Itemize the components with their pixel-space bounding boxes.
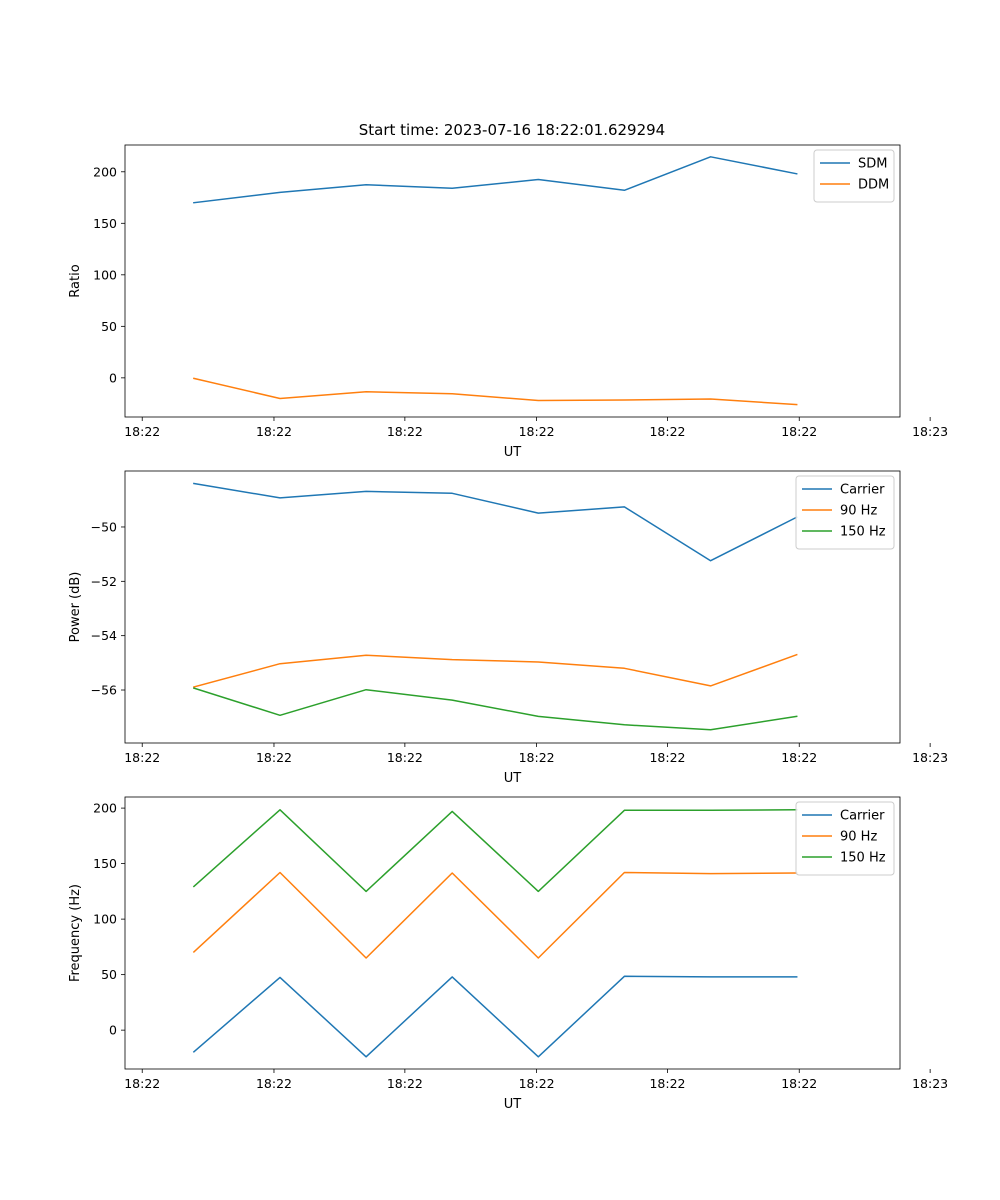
series-line-90-hz [192,653,798,688]
x-tick-label: 18:22 [519,750,555,765]
series-line-150-hz [192,809,798,893]
legend-label: 150 Hz [840,525,886,540]
y-tick-label: 0 [109,370,117,385]
y-tick-label: 0 [109,1023,117,1038]
x-tick-label: 18:22 [649,750,685,765]
series-line-sdm [193,156,798,204]
x-tick-label: 18:22 [519,424,555,439]
x-tick-label: 18:22 [781,750,817,765]
x-tick-label: 18:22 [387,750,423,765]
series-line-carrier [193,482,798,562]
y-tick-label: 200 [93,801,117,816]
x-axis-label: UT [504,445,522,460]
x-tick-label: 18:23 [912,750,948,765]
legend-label: 90 Hz [840,504,877,519]
y-tick-label: −52 [91,574,117,589]
x-tick-label: 18:22 [387,424,423,439]
y-tick-label: 200 [93,164,117,179]
y-axis-label: Frequency (Hz) [68,884,83,982]
x-axis-label: UT [504,1097,522,1112]
y-tick-label: −50 [91,519,117,534]
subplot-3: 18:22 18:22 18:22 18:22 18:22 18:22 18:23 0 50 10… [68,796,948,1112]
x-tick-label: 18:22 [649,424,685,439]
x-tick-label: 18:22 [256,750,292,765]
x-tick-label: 18:23 [912,1076,948,1091]
series-line-90-hz [192,871,798,959]
x-tick-label: 18:22 [256,424,292,439]
x-tick-label: 18:23 [912,424,948,439]
legend-label: 150 Hz [840,851,886,866]
axes-frame [124,796,901,1070]
legend-label: DDM [858,178,889,193]
legend-label: SDM [858,157,887,172]
y-tick-label: 100 [93,267,117,282]
subplot-2: 18:22 18:22 18:22 18:22 18:22 18:22 18:23 −56 −5… [68,470,948,786]
subplot-1: 18:22 18:22 18:22 18:22 18:22 18:22 18:23 0 50 10… [68,144,948,460]
legend-label: Carrier [840,483,885,498]
legend-label: Carrier [840,809,885,824]
x-tick-label: 18:22 [124,750,160,765]
x-tick-label: 18:22 [781,424,817,439]
series-line-ddm [192,377,798,406]
x-tick-label: 18:22 [781,1076,817,1091]
x-tick-label: 18:22 [124,1076,160,1091]
x-tick-label: 18:22 [256,1076,292,1091]
x-tick-label: 18:22 [519,1076,555,1091]
figure-title: Start time: 2023-07-16 18:22:01.629294 [359,121,665,139]
y-axis-label: Ratio [68,264,83,297]
legend-label: 90 Hz [840,830,877,845]
axes-frame [124,144,901,418]
x-axis-label: UT [504,771,522,786]
x-tick-label: 18:22 [649,1076,685,1091]
series-line-carrier [192,975,798,1058]
x-tick-label: 18:22 [124,424,160,439]
y-tick-label: −54 [91,628,117,643]
y-tick-label: 50 [101,967,117,982]
y-tick-label: 150 [93,216,117,231]
y-axis-label: Power (dB) [68,572,83,643]
series-line-150-hz [192,687,798,731]
x-tick-label: 18:22 [387,1076,423,1091]
axes-frame [124,470,901,744]
y-tick-label: −56 [91,683,117,698]
y-tick-label: 100 [93,912,117,927]
y-tick-label: 50 [101,319,117,334]
y-tick-label: 150 [93,856,117,871]
